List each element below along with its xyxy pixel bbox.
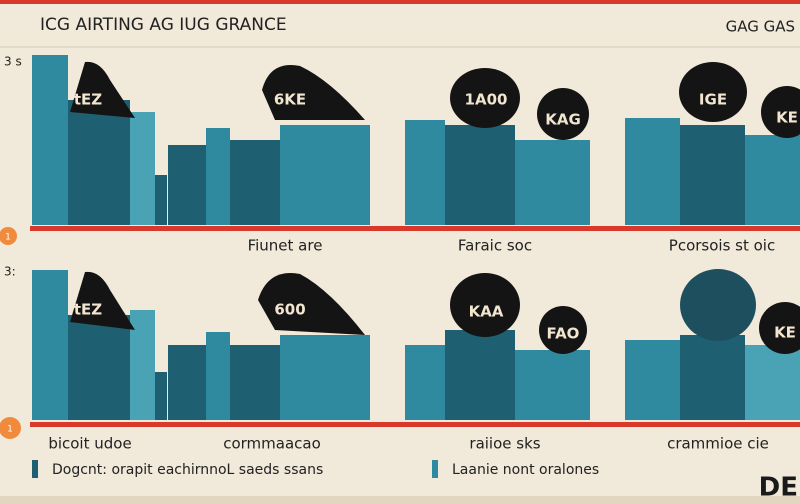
badge (70, 61, 135, 118)
badge-text: IGE (699, 91, 727, 109)
bar-shape (625, 118, 680, 225)
bottom-strip (0, 496, 800, 504)
marker (0, 227, 17, 245)
bar-shape (68, 100, 130, 225)
badge-text: KE (776, 109, 798, 127)
badge-text: tEZ (74, 301, 102, 319)
badge (539, 306, 587, 354)
badge (679, 62, 747, 122)
bar-shape (680, 335, 745, 420)
badge-text: FAO (547, 325, 580, 343)
bar-shape (745, 135, 800, 225)
badge-text: 6KE (274, 91, 306, 109)
bar-shape (745, 345, 800, 420)
badge (70, 271, 135, 330)
bar-shape (625, 340, 680, 420)
bar-shape (32, 55, 68, 225)
badge-text: KE (774, 324, 796, 342)
badge (680, 269, 756, 341)
bar-shape (230, 345, 280, 420)
badge (761, 86, 800, 138)
marker-text: 1 (7, 425, 13, 435)
legend-text: Laanie nont oralones (452, 462, 599, 478)
badge (262, 65, 365, 120)
bar-shape (445, 330, 515, 420)
baseline (30, 422, 800, 427)
bar-shape (405, 345, 445, 420)
bar-shape (206, 332, 230, 420)
bar-shape (680, 125, 745, 225)
badge-text: KAG (545, 111, 581, 129)
bar-shape (405, 120, 445, 225)
top-rule (0, 0, 800, 4)
bar-shape (230, 140, 280, 225)
legend-swatch (432, 460, 438, 478)
top-panel: 3 s 1 tEZ 6KE 1A00 KAG IGE KE Fiunet are… (0, 55, 800, 255)
bar-shape (68, 315, 130, 420)
group-label: crammioe cie (667, 435, 769, 453)
bar-shape (168, 345, 206, 420)
bar-shape (445, 125, 515, 225)
legend-swatch (32, 460, 38, 478)
title: ICG AIRTING AG IUG GRANCE (40, 15, 287, 35)
bar-shape (168, 145, 206, 225)
bar-shape (130, 112, 155, 225)
badge-text: KAA (469, 303, 504, 321)
bar-shape (515, 140, 590, 225)
legend-text: Dogcnt: orapit eachirnnoL saeds ssans (52, 462, 323, 478)
group-label: Pcorsois st oic (669, 237, 775, 255)
badge (258, 273, 365, 335)
bar-shape (280, 335, 370, 420)
corner-label: GAG GAS (726, 18, 795, 36)
bar-shape (155, 175, 167, 225)
axis-label: 3: (4, 265, 16, 279)
badge (537, 88, 589, 140)
group-label: Fiunet are (248, 237, 323, 255)
group-label: raiioe sks (469, 435, 540, 453)
group-label: Faraic soc (458, 237, 532, 255)
bar-shape (515, 350, 590, 420)
bottom-panel: 3: 1 tEZ 600 KAA FAO KE bicoit udoe corm… (0, 265, 800, 453)
group-label: cormmaacao (223, 435, 321, 453)
axis-label: 3 s (4, 55, 22, 69)
baseline (30, 226, 800, 231)
bar-shape (130, 310, 155, 420)
badge-text: 600 (274, 301, 305, 319)
bar-shape (206, 128, 230, 225)
badge-text: tEZ (74, 91, 102, 109)
badge (450, 273, 520, 337)
marker (0, 417, 21, 439)
bar-shape (155, 372, 167, 420)
badge-text: 1A00 (465, 91, 508, 109)
group-label: bicoit udoe (48, 435, 131, 453)
badge (450, 68, 520, 128)
bar-shape (32, 270, 68, 420)
marker-text: 1 (5, 233, 11, 243)
badge (759, 302, 800, 354)
bar-shape (280, 125, 370, 225)
